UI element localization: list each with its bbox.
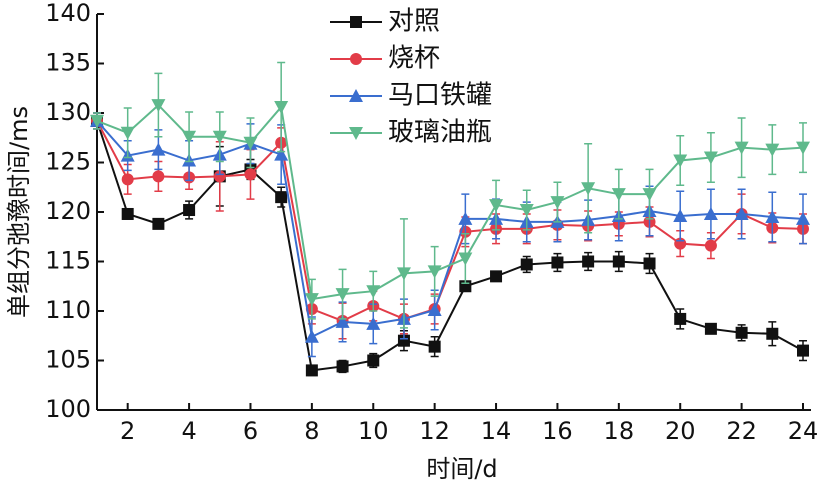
x-tick-label: 18 [604,417,635,445]
x-axis-label: 时间/d [426,455,497,483]
legend-label: 对照 [388,7,440,37]
x-tick-label: 6 [243,417,258,445]
marker [704,322,717,335]
x-tick-label: 10 [358,417,389,445]
marker [350,16,362,28]
series-line [96,120,804,339]
marker [765,143,780,157]
marker [120,126,135,140]
marker [766,327,779,340]
marker [458,211,473,225]
marker [121,207,134,220]
marker [349,89,363,102]
marker [796,211,810,225]
marker [335,288,350,302]
marker [182,130,197,144]
marker [396,267,411,281]
x-tick-label: 12 [419,417,450,445]
x-tick-label: 20 [665,417,696,445]
y-tick-label: 135 [45,49,91,77]
marker [349,127,363,140]
marker [796,141,810,155]
marker [551,256,564,269]
marker [582,255,595,268]
marker [151,99,166,113]
marker [520,258,533,271]
marker [397,334,410,347]
marker [183,204,196,217]
marker [244,168,257,181]
marker [797,344,809,357]
x-tick-label: 4 [181,417,196,445]
marker [151,142,166,156]
marker [274,101,289,115]
marker [765,209,780,223]
y-tick-label: 115 [45,247,91,275]
marker [581,182,596,196]
marker [335,314,350,328]
marker [305,364,318,377]
marker [704,239,717,252]
marker [612,255,625,268]
marker [550,196,565,210]
marker [703,206,718,220]
marker [152,217,165,230]
y-tick-label: 130 [45,98,91,126]
marker [304,329,319,343]
marker [304,293,319,307]
marker [611,188,626,202]
marker [336,360,349,373]
x-tick-label: 14 [481,417,512,445]
marker [243,136,258,150]
marker [212,130,227,144]
x-tick-label: 16 [542,417,573,445]
y-tick-label: 120 [45,197,91,225]
marker [734,141,749,155]
marker [674,312,687,325]
marker [367,354,380,367]
y-axis-label: 单组分弛豫时间/ms [5,106,33,318]
marker [213,170,226,183]
y-tick-label: 140 [45,0,91,27]
x-tick-label: 22 [726,417,757,445]
marker [735,326,748,339]
marker [673,154,688,168]
marker [458,252,473,266]
marker [734,206,749,220]
marker [673,208,688,222]
x-tick-label: 24 [788,417,819,445]
marker [350,53,362,65]
series-line [96,103,804,301]
marker [428,340,441,353]
marker [703,151,718,165]
x-tick-label: 8 [304,417,319,445]
legend-label: 玻璃油瓶 [388,118,492,148]
series-line [96,120,804,322]
legend-label: 马口铁罐 [388,81,492,111]
marker [642,188,657,202]
y-tick-label: 125 [45,148,91,176]
marker [152,170,165,183]
marker [366,316,381,330]
marker [274,147,289,161]
x-tick-label: 2 [120,417,135,445]
y-tick-label: 100 [45,395,91,423]
marker [427,303,442,317]
marker [121,173,134,186]
marker [490,270,503,283]
marker [643,257,656,270]
y-tick-label: 110 [45,296,91,324]
marker [427,265,442,279]
marker [275,191,288,204]
y-tick-label: 105 [45,346,91,374]
legend-label: 烧杯 [388,44,440,74]
marker [489,199,504,213]
marker [90,114,104,128]
marker [519,204,534,218]
marker [366,285,381,299]
